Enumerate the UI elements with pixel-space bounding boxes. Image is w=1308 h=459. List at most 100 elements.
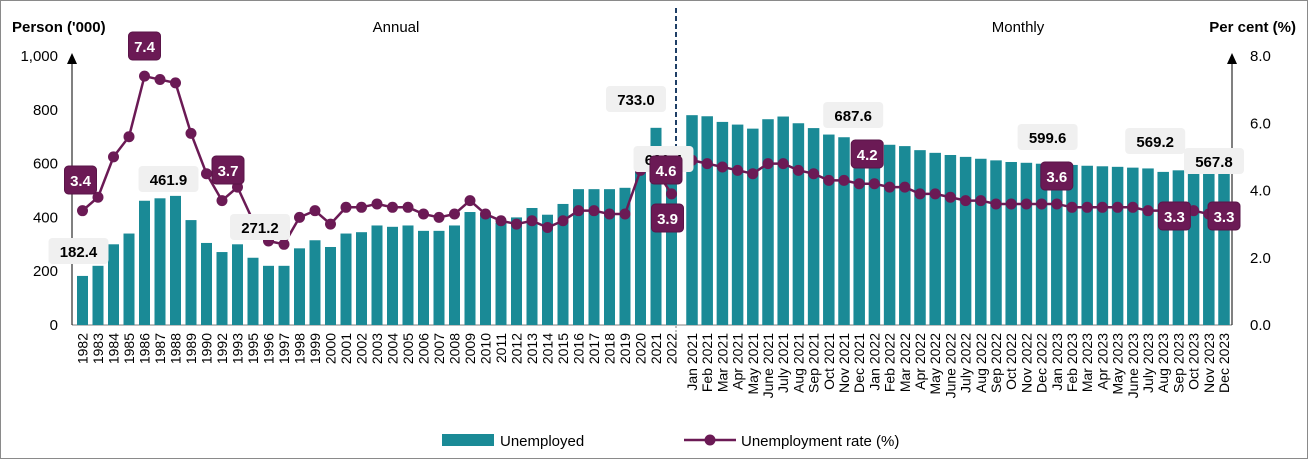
bar <box>77 275 88 325</box>
section-title-annual: Annual <box>373 19 420 36</box>
x-tick-label: 2010 <box>478 333 494 364</box>
x-tick-label: 1998 <box>292 333 308 364</box>
right-tick-label: 8.0 <box>1250 48 1271 65</box>
rate-point <box>170 77 181 89</box>
bar <box>573 189 584 325</box>
rate-data-label: 3.6 <box>1046 169 1067 186</box>
bar-data-label-box <box>230 214 290 240</box>
x-tick-label: 2013 <box>524 333 540 364</box>
x-tick-label: Mar 2021 <box>714 333 730 392</box>
rate-point <box>108 151 119 163</box>
rate-point <box>154 74 166 86</box>
bar <box>1051 164 1063 325</box>
x-tick-label: 2016 <box>571 333 587 364</box>
left-tick-label: 0 <box>50 317 58 334</box>
x-tick-label: Oct 2022 <box>1003 333 1019 390</box>
rate-point <box>542 221 553 233</box>
rate-point <box>1142 205 1154 217</box>
rate-point <box>1036 198 1048 210</box>
rate-point <box>526 215 538 227</box>
bar <box>853 140 865 325</box>
left-axis-title: Person ('000) <box>12 19 106 36</box>
x-tick-label: 1995 <box>245 333 261 364</box>
rate-point <box>899 181 911 193</box>
x-tick-label: Feb 2021 <box>699 333 715 392</box>
x-tick-label: Aug 2023 <box>1155 333 1171 393</box>
bar-data-label: 599.6 <box>1029 130 1067 147</box>
x-tick-label: Dec 2022 <box>1034 333 1050 393</box>
bar <box>557 203 569 325</box>
x-tick-label: June 2021 <box>760 333 776 399</box>
x-tick-label: 2005 <box>400 333 416 364</box>
rate-point <box>1081 201 1093 213</box>
rate-data-label-box <box>649 155 683 185</box>
x-tick-label: Feb 2023 <box>1064 333 1080 392</box>
x-tick-label: 2018 <box>602 333 618 364</box>
rate-point <box>294 211 305 223</box>
bar <box>868 142 881 325</box>
x-tick-label: 2004 <box>385 333 401 364</box>
bar-data-label: 569.2 <box>1136 134 1174 151</box>
rate-data-label: 4.2 <box>857 147 878 164</box>
rate-point <box>557 215 569 227</box>
rate-point <box>1066 201 1078 213</box>
rate-point <box>604 208 615 220</box>
rate-data-label-box <box>211 155 245 185</box>
x-tick-label: 2021 <box>648 333 664 364</box>
rate-point <box>808 168 820 180</box>
rate-point <box>747 168 759 180</box>
x-tick-label: 2014 <box>540 333 556 364</box>
bar <box>777 116 789 325</box>
rate-point <box>185 127 197 139</box>
right-axis-title: Per cent (%) <box>1209 19 1296 36</box>
bar <box>433 230 445 325</box>
bar-data-label-box <box>48 238 109 264</box>
bar <box>1157 171 1169 325</box>
rate-point <box>325 218 336 230</box>
rate-point <box>1127 201 1139 213</box>
rate-point <box>449 208 460 220</box>
bar <box>899 146 911 325</box>
x-tick-label: Mar 2023 <box>1079 333 1095 392</box>
left-tick-label: 200 <box>33 263 58 280</box>
left-tick-label: 800 <box>33 102 58 119</box>
bar-data-label-box <box>1017 124 1078 150</box>
bar <box>619 187 631 325</box>
x-tick-label: 1985 <box>121 333 137 364</box>
rate-data-label: 7.4 <box>134 39 156 56</box>
bar <box>340 233 352 325</box>
bar <box>1142 168 1154 325</box>
rate-data-label: 3.7 <box>218 163 239 180</box>
rate-point <box>278 238 290 250</box>
bar <box>123 233 135 325</box>
x-tick-label: Mar 2022 <box>897 333 913 392</box>
bar <box>944 154 957 325</box>
rate-point <box>944 191 956 203</box>
bar <box>929 152 941 325</box>
bar <box>263 265 274 325</box>
x-tick-label: Aug 2022 <box>973 333 989 393</box>
bar <box>1020 162 1033 325</box>
legend-line-marker <box>704 434 716 446</box>
bar-data-label: 271.2 <box>241 220 279 237</box>
rate-data-label: 4.6 <box>656 163 677 180</box>
x-tick-label: 2003 <box>369 333 385 364</box>
bar <box>959 156 972 326</box>
bar <box>278 265 290 325</box>
bar <box>883 144 896 325</box>
x-tick-label: Dec 2021 <box>851 333 867 393</box>
bar <box>762 119 774 325</box>
left-axis-arrow <box>67 53 77 64</box>
x-tick-label: Apr 2023 <box>1094 333 1110 390</box>
rate-point <box>619 208 631 220</box>
bar <box>686 115 698 326</box>
rate-point <box>139 70 150 82</box>
bar <box>92 265 104 325</box>
rate-point <box>216 195 228 207</box>
rate-point <box>77 205 88 217</box>
rate-point <box>464 195 476 207</box>
x-tick-label: 1993 <box>230 333 246 364</box>
x-tick-label: July 2023 <box>1140 333 1156 393</box>
x-tick-label: 2022 <box>664 333 680 364</box>
